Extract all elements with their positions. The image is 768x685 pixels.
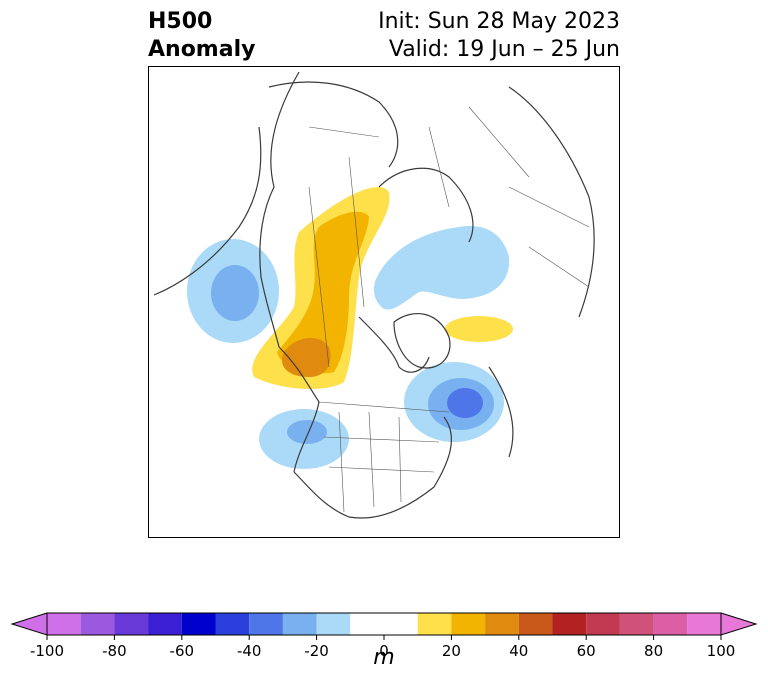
colorbar-bin xyxy=(586,613,620,635)
colorbar-bin xyxy=(148,613,182,635)
colorbar-bin xyxy=(215,613,250,635)
colorbar-extend-low xyxy=(10,612,48,636)
anomaly-fills xyxy=(187,186,513,469)
init-date-label: Init: Sun 28 May 2023 xyxy=(378,9,620,34)
title-line-variable: H500 xyxy=(148,9,213,34)
title-line-type: Anomaly xyxy=(148,37,256,62)
negative-anomaly-pacific-core xyxy=(211,265,259,321)
negative-anomaly-southwest-core xyxy=(287,420,327,444)
colorbar-bin xyxy=(282,613,317,635)
colorbar-bin xyxy=(350,613,418,635)
colorbar-tick-label: -100 xyxy=(30,642,64,660)
colorbar-bins xyxy=(10,612,758,636)
anomaly-map xyxy=(153,71,595,519)
positive-anomaly-west-core xyxy=(281,337,331,377)
colorbar-bin xyxy=(249,613,283,635)
colorbar-bin xyxy=(687,613,721,635)
forecast-dates: Init: Sun 28 May 2023 Valid: 19 Jun – 25… xyxy=(378,8,620,64)
colorbar-bin xyxy=(451,613,486,635)
political-borders xyxy=(308,106,590,513)
colorbar-ticks: -100 -80 -60 -40 -20 0 20 40 60 80 100 xyxy=(30,635,735,660)
colorbar-bin xyxy=(47,613,81,635)
colorbar-bin xyxy=(619,613,654,635)
colorbar-bin xyxy=(653,613,688,635)
colorbar-bin xyxy=(417,613,452,635)
colorbar-bin xyxy=(552,613,587,635)
positive-anomaly-greenland xyxy=(445,316,513,342)
colorbar-bin xyxy=(316,613,351,635)
positive-anomaly-west-mid xyxy=(277,211,369,374)
colorbar-tick-label: 0 xyxy=(379,642,389,660)
colorbar-extend-high xyxy=(720,612,758,636)
colorbar-tick-label: 20 xyxy=(442,642,461,660)
colorbar-bin xyxy=(114,613,149,635)
colorbar-bin xyxy=(518,613,553,635)
colorbar-tick-label: -20 xyxy=(304,642,329,660)
colorbar-tick-label: 60 xyxy=(577,642,596,660)
colorbar-bin xyxy=(181,613,216,635)
colorbar-tick-label: 80 xyxy=(644,642,663,660)
colorbar-tick-label: -80 xyxy=(102,642,127,660)
colorbar-tick-label: 40 xyxy=(509,642,528,660)
colorbar-bin xyxy=(485,613,519,635)
colorbar-bin xyxy=(80,613,115,635)
colorbar-tick-label: 100 xyxy=(707,642,736,660)
valid-date-label: Valid: 19 Jun – 25 Jun xyxy=(388,37,620,62)
colorbar-tick-label: -60 xyxy=(170,642,195,660)
colorbar-unit-label: m xyxy=(373,645,395,670)
map-title: H500 Anomaly xyxy=(148,8,255,64)
map-panel xyxy=(148,66,620,538)
negative-anomaly-arctic xyxy=(373,226,510,310)
colorbar: -100 -80 -60 -40 -20 0 20 40 60 80 100 xyxy=(10,612,758,660)
coastlines xyxy=(153,71,595,519)
colorbar-tick-label: -40 xyxy=(237,642,262,660)
negative-anomaly-east-core xyxy=(447,388,483,418)
